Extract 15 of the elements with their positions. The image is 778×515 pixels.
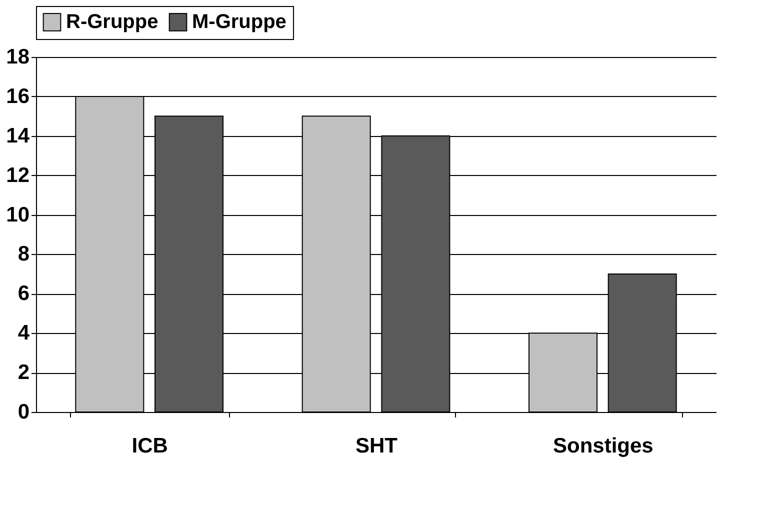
x-tick-label: SHT [356, 434, 398, 458]
y-tick-label: 10 [6, 203, 30, 226]
y-tick-label: 8 [18, 242, 30, 266]
y-tick-label: 6 [18, 282, 30, 306]
x-tick-label: ICB [132, 434, 168, 458]
y-tick-label: 2 [18, 361, 30, 384]
legend-label: R-Gruppe [66, 11, 158, 34]
y-tick-label: 4 [18, 322, 30, 345]
y-tick-label: 0 [18, 400, 30, 424]
y-tick-label: 14 [6, 124, 30, 148]
legend-label: M-Gruppe [192, 11, 286, 34]
y-tick-label: 16 [6, 84, 30, 108]
y-tick-label: 12 [6, 164, 30, 187]
y-tick-label: 18 [6, 46, 30, 68]
x-tick-label: Sonstiges [552, 434, 654, 458]
